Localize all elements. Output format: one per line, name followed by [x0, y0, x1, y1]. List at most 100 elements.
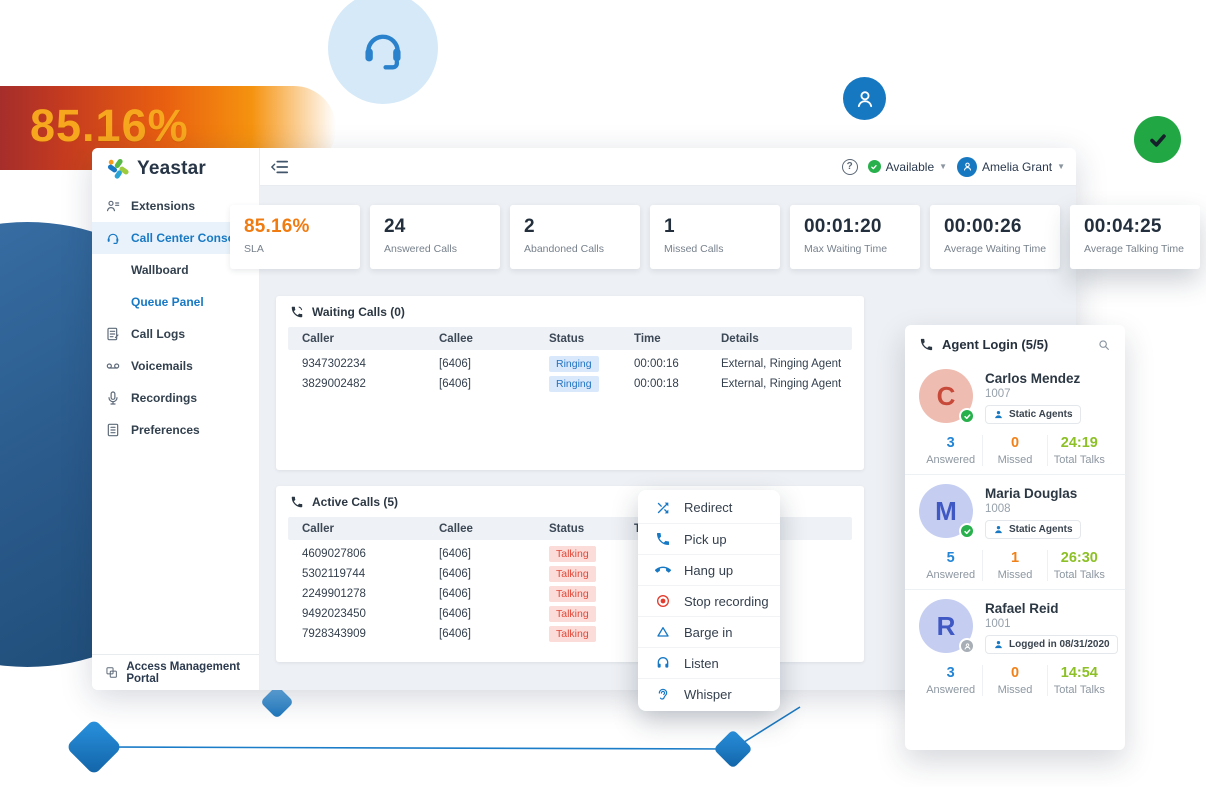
topbar-right: ? Available ▼ Amelia Grant ▼ — [841, 156, 1065, 177]
waiting-calls-header: Caller Callee Status Time Details — [288, 327, 852, 350]
status-badge: Ringing — [549, 376, 599, 392]
agent-chip: Logged in 08/31/2020 — [985, 635, 1118, 654]
agent-card[interactable]: M Maria Douglas 1008 — [905, 474, 1125, 589]
user-avatar — [957, 156, 978, 177]
table-row[interactable]: 4609027806 [6406] Talking — [288, 544, 852, 564]
waiting-calls-rows: 9347302234 [6406] Ringing 00:00:16 Exter… — [276, 354, 864, 394]
callee-cell: [6406] — [439, 588, 471, 600]
barge-in-icon — [657, 627, 669, 637]
listen-icon — [657, 657, 669, 668]
stat-label: SLA — [244, 243, 264, 255]
agent-chip-icon — [995, 641, 1002, 649]
menu-item-pick-up[interactable]: Pick up — [638, 523, 780, 554]
stat-label: Average Waiting Time — [944, 243, 1047, 255]
col-time: Time — [634, 332, 661, 345]
agent-chip: Static Agents — [985, 520, 1081, 539]
stats-bar: 85.16% SLA 24 Answered Calls 2 Abandoned… — [230, 205, 1200, 269]
yeastar-logo: Yeastar — [106, 157, 206, 181]
agent-stats: 3 Answered 0 Missed 24:19 Total Talks — [919, 435, 1111, 466]
table-row[interactable]: 9347302234 [6406] Ringing 00:00:16 Exter… — [288, 354, 852, 374]
agent-card[interactable]: C Carlos Mendez 1007 — [905, 360, 1125, 474]
sidebar-item-call-logs[interactable]: Call Logs — [92, 318, 259, 350]
stat-label: Average Talking Time — [1084, 243, 1185, 255]
sidebar-item-voicemails[interactable]: Voicemails — [92, 350, 259, 382]
talks-label: Total Talks — [1053, 569, 1105, 581]
check-icon — [1149, 133, 1166, 147]
headset-small-icon — [107, 233, 119, 244]
menu-item-listen[interactable]: Listen — [638, 647, 780, 678]
help-icon[interactable]: ? — [841, 158, 858, 175]
table-row[interactable]: 3829002482 [6406] Ringing 00:00:18 Exter… — [288, 374, 852, 394]
online-check-icon — [963, 528, 970, 534]
missed-label: Missed — [997, 569, 1033, 581]
menu-item-redirect[interactable]: Redirect — [638, 492, 780, 523]
preferences-icon — [107, 423, 119, 437]
agent-chip: Static Agents — [985, 405, 1081, 424]
caller-cell: 2249901278 — [302, 588, 366, 600]
caller-cell: 5302119744 — [302, 568, 366, 580]
access-management-portal[interactable]: Access Management Portal — [92, 654, 259, 690]
agent-extension: 1001 — [985, 618, 1011, 630]
missed-value: 0 — [1010, 435, 1020, 451]
sidebar-item-extensions[interactable]: Extensions — [92, 190, 259, 222]
voicemail-icon — [106, 363, 120, 369]
search-icon[interactable] — [1097, 338, 1111, 352]
call-context-menu: Redirect Pick up Hang up Stop recording … — [638, 490, 780, 711]
agent-status-badge — [959, 638, 975, 654]
agent-panel-header: Agent Login (5/5) — [905, 325, 1125, 360]
talks-label: Total Talks — [1053, 454, 1105, 466]
callee-cell: [6406] — [439, 608, 471, 620]
stat-card: 85.16% SLA — [230, 205, 360, 269]
status-badge: Talking — [549, 626, 596, 642]
phone-icon — [291, 496, 303, 508]
yeastar-logo-icon — [107, 158, 129, 179]
table-row[interactable]: 5302119744 [6406] Talking — [288, 564, 852, 584]
microphone-icon — [108, 391, 118, 405]
person-icon — [857, 90, 872, 107]
status-cell: Talking — [549, 586, 634, 602]
table-row[interactable]: 9492023450 [6406] Talking — [288, 604, 852, 624]
agent-stats: 3 Answered 0 Missed 14:54 Total Talks — [919, 665, 1111, 696]
talks-value: 26:30 — [1060, 550, 1098, 566]
stat-card: 00:04:25 Average Talking Time — [1070, 205, 1200, 269]
missed-value: 0 — [1010, 665, 1020, 681]
online-check-icon — [963, 413, 970, 419]
agent-card[interactable]: R Rafael Reid 1001 — [905, 589, 1125, 704]
sidebar-item-recordings[interactable]: Recordings — [92, 382, 259, 414]
callee-cell: [6406] — [439, 358, 471, 370]
sidebar-item-preferences[interactable]: Preferences — [92, 414, 259, 446]
stat-value: 1 — [664, 216, 675, 237]
answered-label: Answered — [926, 454, 976, 466]
menu-item-hang-up[interactable]: Hang up — [638, 554, 780, 585]
sla-decor-text: 85.16% — [30, 100, 189, 151]
menu-item-stop-recording[interactable]: Stop recording — [638, 585, 780, 616]
caller-cell: 4609027806 — [302, 548, 366, 560]
details-cell: External, Ringing Agent — [721, 378, 842, 390]
table-row[interactable]: 2249901278 [6406] Talking — [288, 584, 852, 604]
agent-list: C Carlos Mendez 1007 — [905, 360, 1125, 704]
status-badge: Talking — [549, 566, 596, 582]
stat-card: 00:00:26 Average Waiting Time — [930, 205, 1060, 269]
status-cell: Ringing — [549, 356, 634, 372]
sidebar-item-wallboard[interactable]: Wallboard — [131, 263, 189, 277]
stat-value: 85.16% — [244, 216, 310, 237]
table-row[interactable]: 7928343909 [6406] Talking — [288, 624, 852, 644]
stat-card: 1 Missed Calls — [650, 205, 780, 269]
user-dropdown[interactable]: Amelia Grant ▼ — [957, 156, 1065, 177]
stat-value: 2 — [524, 216, 535, 237]
col-callee: Callee — [439, 522, 473, 535]
menu-item-whisper[interactable]: Whisper — [638, 678, 780, 709]
sidebar-item-queue-panel[interactable]: Queue Panel — [131, 295, 204, 309]
answered-value: 3 — [946, 665, 955, 681]
collapse-menu-icon[interactable] — [271, 159, 289, 175]
agent-login-panel: Agent Login (5/5) C — [905, 325, 1125, 750]
talks-label: Total Talks — [1053, 684, 1105, 696]
missed-label: Missed — [997, 684, 1033, 696]
status-dropdown[interactable]: Available ▼ — [867, 160, 947, 174]
callee-cell: [6406] — [439, 628, 471, 640]
redirect-icon — [657, 502, 669, 513]
stat-value: 24 — [384, 216, 406, 237]
col-details: Details — [721, 332, 759, 345]
agent-name: Rafael Reid — [985, 601, 1059, 616]
menu-item-barge-in[interactable]: Barge in — [638, 616, 780, 647]
